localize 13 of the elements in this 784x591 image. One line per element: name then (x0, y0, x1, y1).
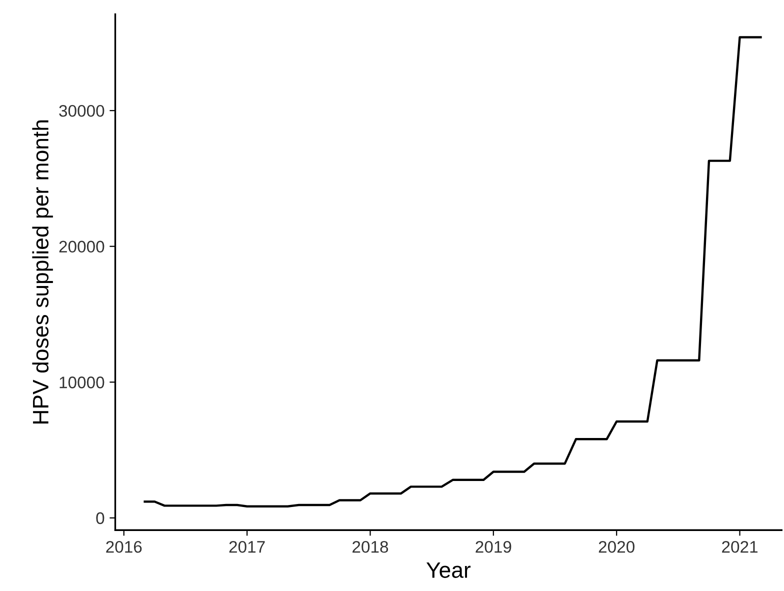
y-tick-label: 0 (96, 512, 104, 524)
x-axis-title: Year (426, 562, 471, 578)
y-axis-title: HPV doses supplied per month (32, 120, 53, 424)
y-tick-label: 10000 (60, 376, 104, 388)
line-series (144, 36, 762, 508)
y-tick-label: 30000 (59, 104, 104, 117)
x-tick-label: 2018 (352, 540, 388, 553)
y-tick-label: 20000 (59, 240, 104, 253)
x-tick-label: 2016 (106, 540, 142, 553)
x-tick-label: 2017 (229, 540, 265, 553)
x-tick-label: 2019 (476, 540, 512, 553)
x-tick-label: 2020 (598, 540, 634, 553)
x-tick-label: 2021 (722, 540, 758, 553)
